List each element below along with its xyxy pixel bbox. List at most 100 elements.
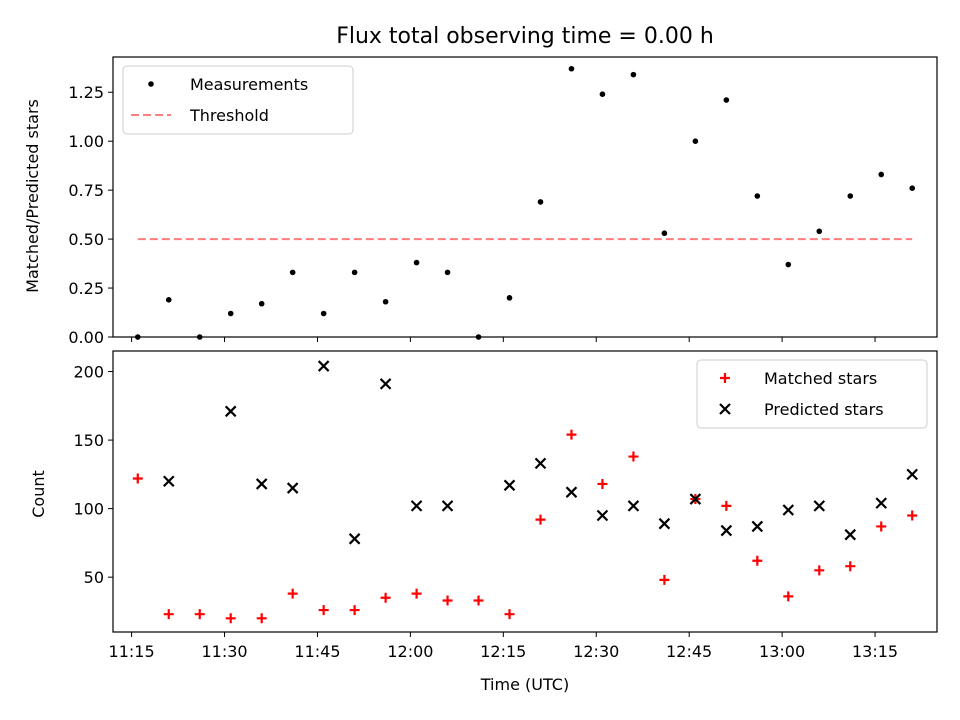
matched-stars-point <box>597 478 608 489</box>
matched-stars-point <box>163 609 174 620</box>
matched-stars-point <box>287 588 298 599</box>
chart-title: Flux total observing time = 0.00 h <box>336 24 714 49</box>
predicted-stars-point <box>379 378 392 390</box>
top-y-tick-label: 1.25 <box>68 83 104 102</box>
predicted-stars-point <box>534 457 547 470</box>
predicted-stars-point <box>348 533 361 545</box>
measurements-point <box>847 193 854 199</box>
predicted-stars-legend-label: Predicted stars <box>764 400 884 419</box>
predicted-stars-point <box>720 524 733 537</box>
predicted-stars-point <box>813 500 826 512</box>
predicted-stars-point <box>875 497 888 509</box>
matched-stars-point <box>194 609 205 620</box>
matched-stars-legend-swatch <box>720 373 730 383</box>
measurements-point <box>878 171 885 178</box>
matched-stars-point <box>783 591 794 602</box>
bottom-axes-frame <box>112 350 938 633</box>
matched-stars-point <box>721 500 732 511</box>
matched-stars-point <box>845 561 856 572</box>
matched-stars-point <box>132 473 143 484</box>
matched-stars-point <box>225 613 236 624</box>
predicted-stars-point <box>627 500 640 512</box>
bottom-x-tick-label: 11:45 <box>294 642 340 661</box>
bottom-legend-box <box>696 359 928 429</box>
predicted-stars-point <box>844 528 857 541</box>
measurements-point <box>754 193 761 199</box>
bottom-x-tick-label: 12:15 <box>480 642 526 661</box>
predicted-stars-point <box>658 517 671 530</box>
measurements-point <box>165 296 172 303</box>
measurements-point <box>816 228 823 235</box>
predicted-stars-point <box>162 475 175 487</box>
predicted-stars-point <box>255 478 268 490</box>
matched-stars-point <box>318 605 329 616</box>
predicted-stars-point <box>410 500 423 512</box>
matched-stars-point <box>752 555 763 566</box>
measurements-point <box>351 269 358 276</box>
bottom-y-tick-label: 150 <box>73 431 104 450</box>
measurements-point <box>258 300 265 307</box>
measurements-point <box>599 91 606 98</box>
top-legend-box <box>122 65 354 135</box>
matched-stars-point <box>411 588 422 599</box>
top-y-tick-label: 0.50 <box>68 230 104 249</box>
bottom-y-tick-label: 200 <box>73 363 104 382</box>
measurements-point <box>630 71 637 78</box>
measurements-point <box>444 269 451 276</box>
measurements-point <box>785 261 792 268</box>
measurements-point <box>661 230 668 237</box>
predicted-stars-point <box>565 486 578 498</box>
predicted-stars-point <box>751 520 764 533</box>
measurements-legend-label: Measurements <box>190 75 308 94</box>
matched-stars-point <box>907 510 918 521</box>
measurements-point <box>537 199 544 205</box>
bottom-x-tick-label: 13:00 <box>759 642 805 661</box>
bottom-y-tick-label: 100 <box>73 500 104 519</box>
predicted-stars-point <box>224 405 237 418</box>
matched-stars-point <box>628 451 639 462</box>
measurements-point <box>134 334 141 340</box>
measurements-point <box>227 310 234 317</box>
bottom-x-axis-label: Time (UTC) <box>480 675 569 694</box>
bottom-x-tick-label: 12:45 <box>666 642 712 661</box>
matched-stars-point <box>876 521 887 532</box>
bottom-x-tick-label: 11:30 <box>201 642 247 661</box>
bottom-x-tick-label: 12:30 <box>573 642 619 661</box>
matched-stars-point <box>473 595 484 606</box>
bottom-y-tick-label: 50 <box>84 568 104 587</box>
measurements-legend-swatch <box>148 81 154 87</box>
matched-stars-point <box>349 605 360 616</box>
measurements-point <box>382 298 389 305</box>
measurements-point <box>909 185 916 191</box>
measurements-point <box>289 269 296 276</box>
matched-stars-point <box>380 592 391 603</box>
top-legend: Measurements Threshold <box>122 65 354 135</box>
predicted-stars-point <box>503 479 516 492</box>
matched-stars-point <box>504 609 515 620</box>
matched-stars-point <box>442 595 453 606</box>
predicted-stars-point <box>906 468 918 481</box>
measurements-point <box>568 65 575 72</box>
top-y-tick-label: 0.75 <box>68 181 104 200</box>
bottom-plot-area: 50 100 150 200 11:15 11:30 11:45 12:00 12:15 12:3… <box>73 350 938 661</box>
top-y-axis-label: Matched/Predicted stars <box>23 99 42 293</box>
predicted-stars-legend-swatch <box>719 403 731 415</box>
top-y-tick-label: 0.00 <box>68 328 104 347</box>
matched-stars-point <box>814 565 825 576</box>
top-y-tick-label: 1.00 <box>68 132 104 151</box>
top-y-tick-label: 0.25 <box>68 279 104 298</box>
bottom-y-axis-label: Count <box>29 470 48 518</box>
matched-stars-point <box>256 613 267 624</box>
measurements-point <box>475 334 482 340</box>
matched-stars-point <box>535 514 546 525</box>
predicted-stars-point <box>596 509 609 522</box>
threshold-legend-label: Threshold <box>189 106 269 125</box>
predicted-stars-point <box>782 504 795 516</box>
bottom-x-tick-label: 13:15 <box>852 642 898 661</box>
measurements-point <box>320 310 327 317</box>
bottom-legend: Matched stars Predicted stars <box>696 359 928 429</box>
measurements-point <box>692 138 699 144</box>
predicted-stars-point <box>441 500 454 512</box>
measurements-point <box>196 334 203 340</box>
top-axes-frame <box>112 56 938 338</box>
